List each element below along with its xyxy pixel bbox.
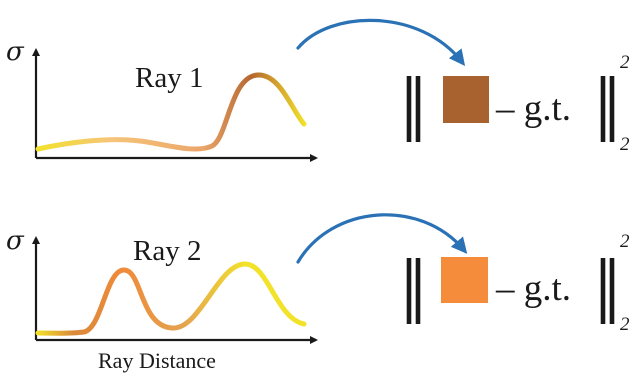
ray-2-label: Ray 2 [133,235,201,267]
ray-2-color-swatch [441,257,488,303]
ray-2-subscript: 2 [620,314,630,335]
ray-2-sigma-label: σ [6,226,25,256]
ray-1-norm-expression: – g.t. [495,88,571,129]
ray-1-label: Ray 1 [135,62,203,94]
ray-1-subscript: 2 [620,134,630,155]
x-axis-label: Ray Distance [98,348,216,373]
ray-2-density-curve [35,261,307,336]
ray-1-density-curve [35,72,307,152]
ray-2-transfer-arrow [296,213,468,264]
ray-1-transfer-arrow [296,18,466,66]
ray-2-norm-expression: – g.t. [495,268,571,309]
ray-1-sigma-label: σ [6,37,25,67]
ray-1-color-swatch [443,76,489,123]
ray-1-panel: σ Ray 1 [6,37,318,162]
ray-2-superscript: 2 [620,231,630,252]
ray-1-superscript: 2 [620,52,630,73]
ray-2-loss-term: – g.t. 2 2 [406,231,630,335]
ray-1-loss-term: – g.t. 2 2 [406,52,630,155]
ray-2-panel: σ Ray 2 Ray Distance [6,226,318,373]
